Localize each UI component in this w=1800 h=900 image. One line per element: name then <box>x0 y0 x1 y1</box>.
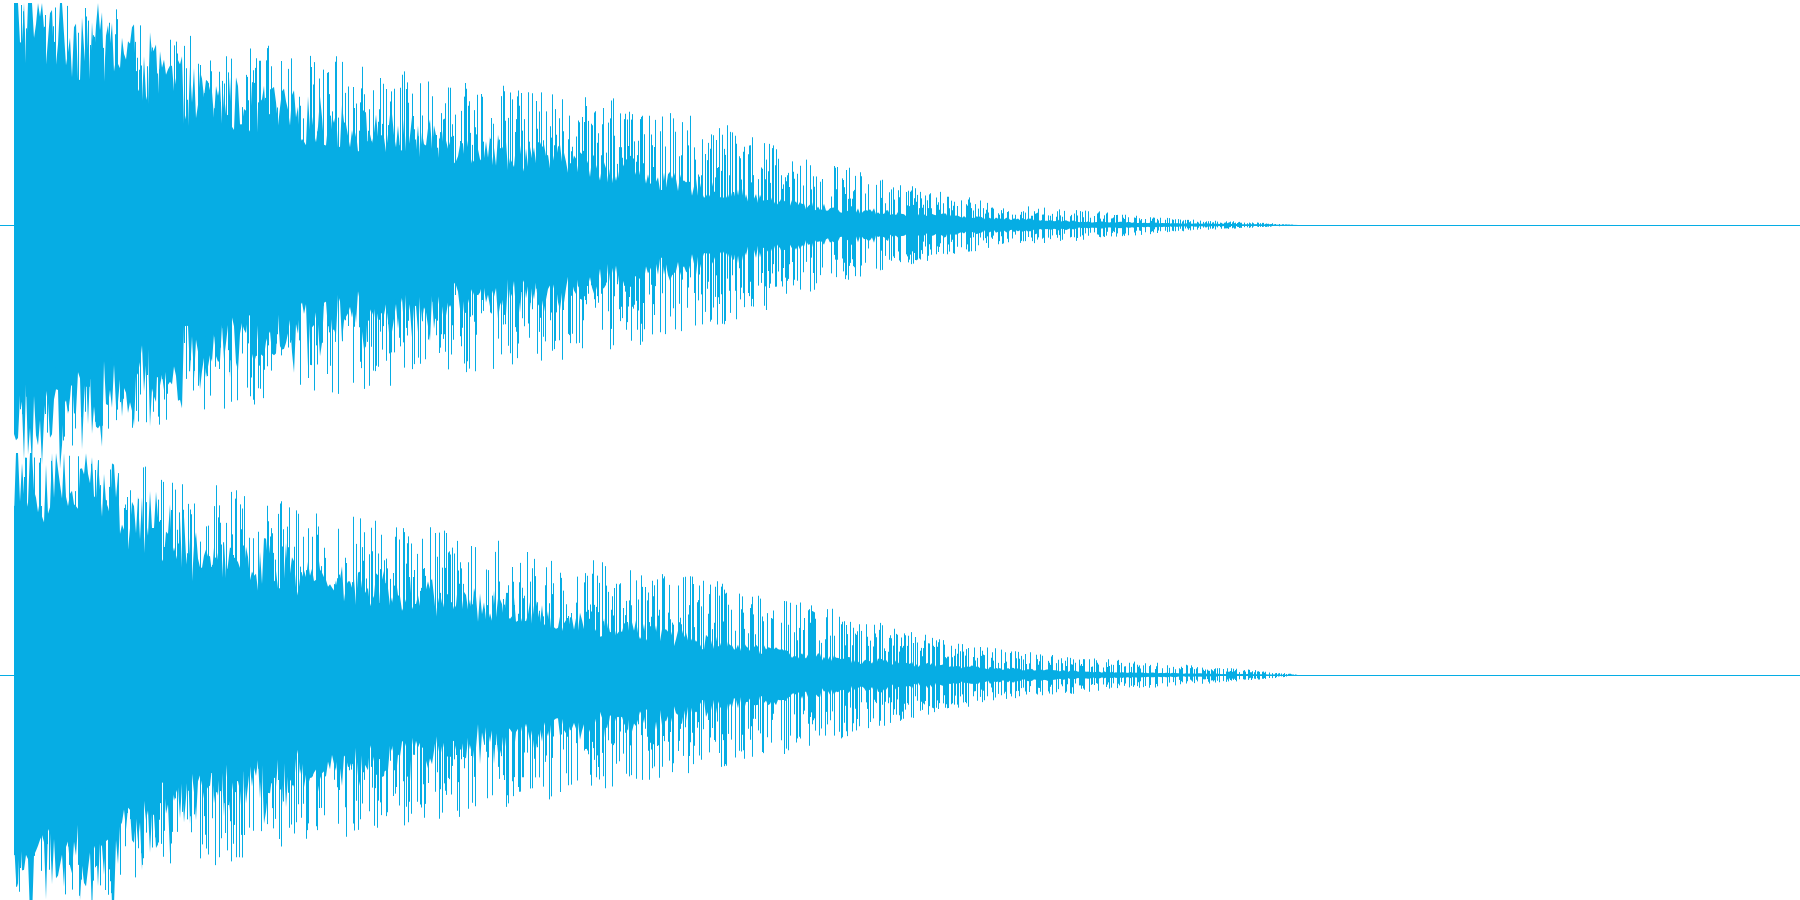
channel-2-waveform <box>0 453 1800 900</box>
channel-1-peaks <box>14 5 1293 446</box>
channel-2-peaks <box>14 455 1297 896</box>
channel-1-waveform <box>0 3 1800 469</box>
